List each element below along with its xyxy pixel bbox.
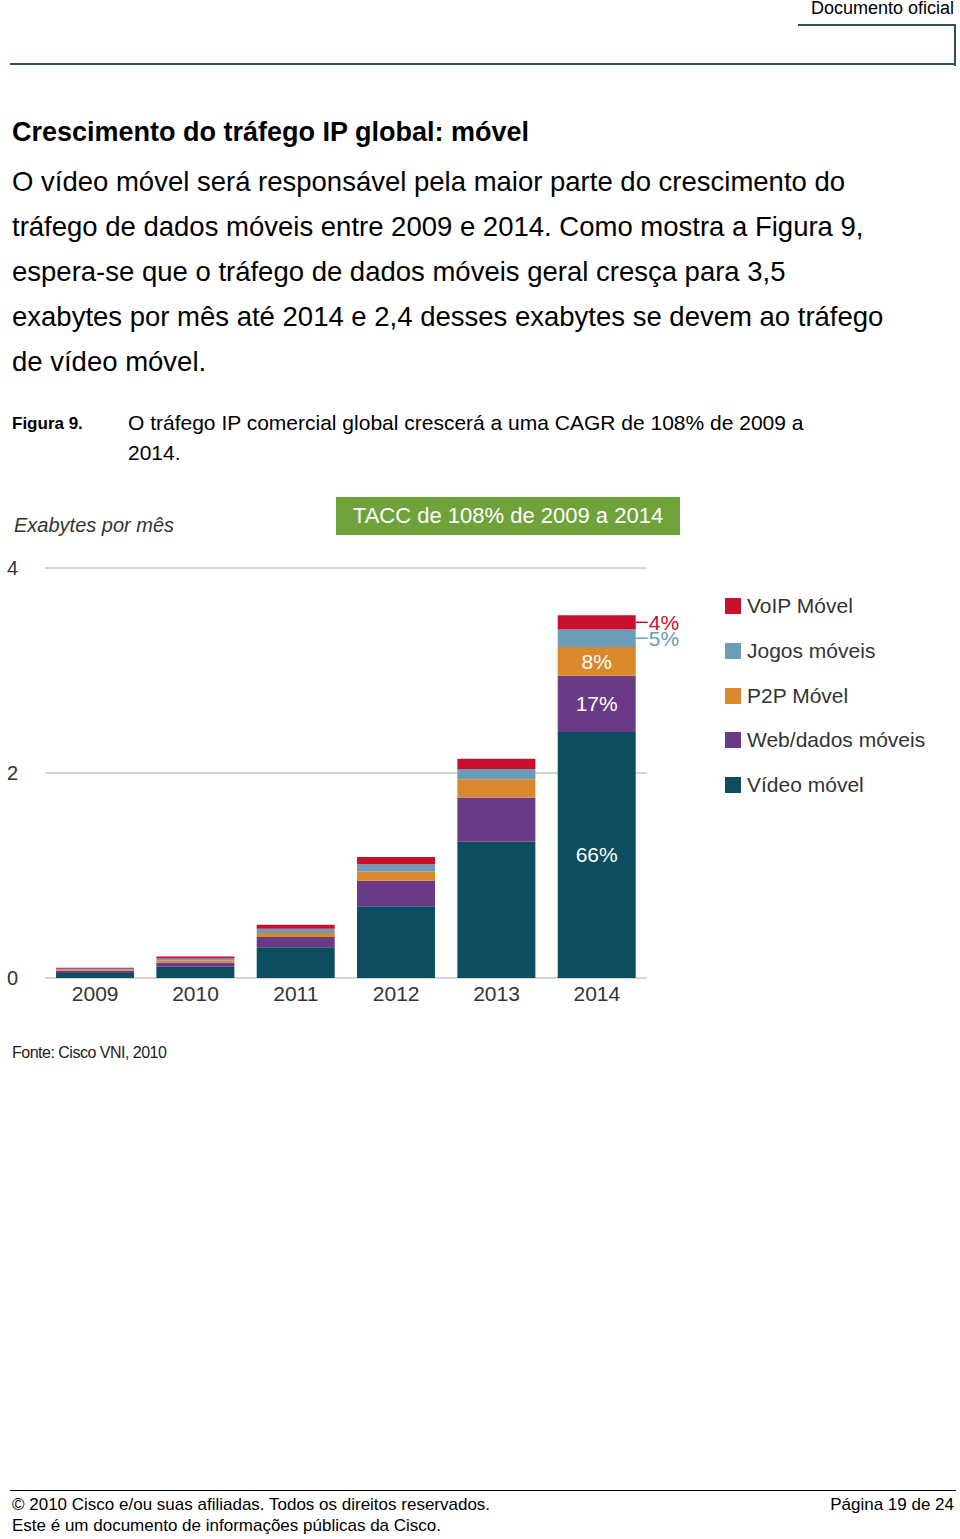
svg-text:8%: 8% — [582, 650, 612, 673]
html-text:O tráfego IP comercial global: O tráfego IP comercial global crescerá a… — [128, 411, 804, 464]
svg-text:2010: 2010 — [172, 982, 219, 1005]
html-text:Exabytes por mês: Exabytes por mês — [14, 514, 175, 536]
svg-text:5%: 5% — [648, 626, 680, 650]
svg-text:2: 2 — [8, 762, 18, 784]
html-text:Página 19 de 24: Página 19 de 24 — [830, 1495, 954, 1514]
html-text:Fonte: Cisco VNI, 2010: Fonte: Cisco VNI, 2010 — [12, 1044, 167, 1061]
svg-text:0: 0 — [8, 967, 18, 989]
svg-text:2011: 2011 — [273, 982, 318, 1005]
html-text:P2P Móvel: P2P Móvel — [747, 683, 849, 707]
svg-text:2014: 2014 — [573, 982, 620, 1005]
svg-text:4: 4 — [8, 557, 18, 579]
svg-text:17%: 17% — [576, 692, 618, 715]
html-text:TACC de 108% de 2009 a 2014: TACC de 108% de 2009 a 2014 — [352, 503, 664, 528]
html-text:O vídeo móvel será responsável: O vídeo móvel será responsável pela maio… — [12, 166, 884, 377]
html-text:© 2010 Cisco e/ou suas afiliad: © 2010 Cisco e/ou suas afiliadas. Todos … — [12, 1495, 491, 1514]
html-text:Web/dados móveis: Web/dados móveis — [747, 728, 926, 752]
svg-text:4%: 4% — [649, 611, 679, 634]
svg-text:2009: 2009 — [72, 982, 119, 1005]
html-text:Vídeo móvel: Vídeo móvel — [747, 773, 864, 797]
html-text:VoIP Móvel: VoIP Móvel — [747, 594, 853, 618]
html-text:Crescimento do tráfego IP glob: Crescimento do tráfego IP global: móvel — [12, 117, 530, 147]
html-text:Jogos móveis: Jogos móveis — [747, 639, 876, 662]
svg-text:2012: 2012 — [373, 982, 420, 1005]
svg-text:66%: 66% — [576, 843, 618, 866]
svg-text:2013: 2013 — [473, 982, 520, 1005]
html-text:Figura 9.: Figura 9. — [12, 414, 83, 433]
html-text:Este é um documento de informa: Este é um documento de informações públi… — [12, 1516, 441, 1535]
